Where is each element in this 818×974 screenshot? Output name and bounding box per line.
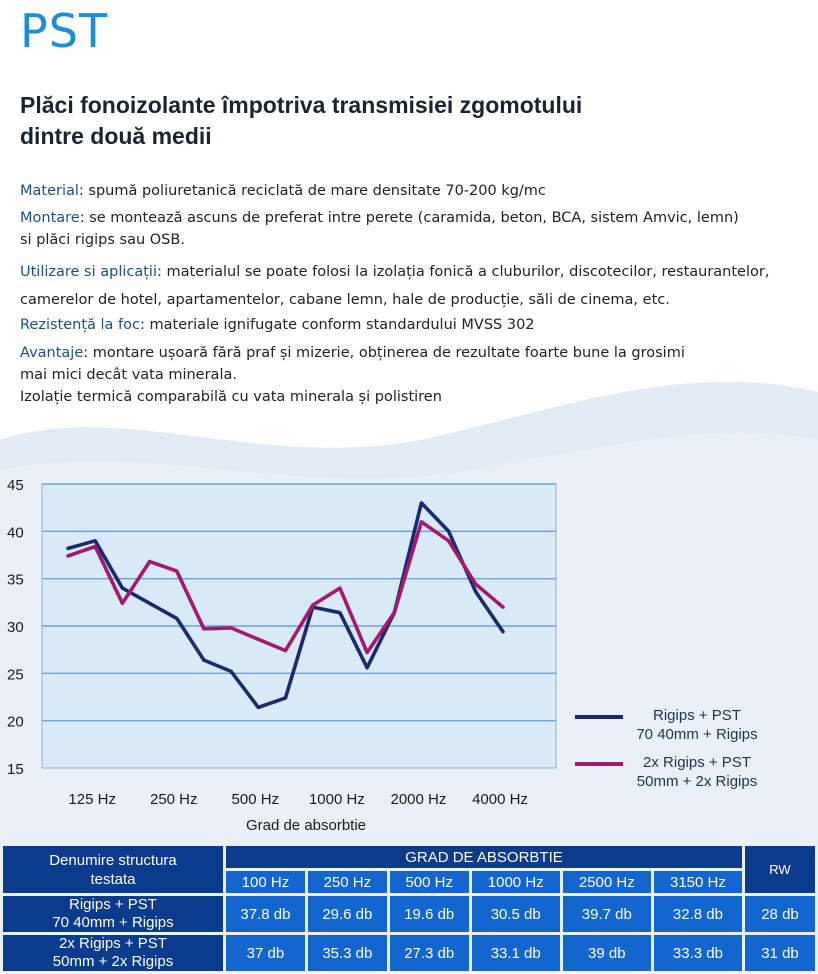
absorption-line-chart: 15 20 25 30 35 40 45 125 Hz 250 Hz 500 Hz 1000 Hz 2… (7, 477, 557, 834)
table-header-group: GRAD DE ABSORBTIE (226, 846, 742, 868)
x-tick-label: 500 Hz (232, 791, 280, 808)
y-tick-label: 15 (7, 761, 24, 778)
table-row: 2x Rigips + PST 50mm + 2x Rigips 37 db 35… (3, 935, 815, 971)
table-cell: 37.8 db (226, 896, 305, 932)
legend-swatch (575, 762, 623, 766)
spec-label: Montare (20, 210, 80, 226)
table-cell: 37 db (226, 935, 305, 971)
table-header-freq: 250 Hz (307, 871, 387, 893)
table-cell: 39.7 db (562, 896, 651, 932)
legend-label: 70 40mm + Rigips (636, 726, 758, 743)
spec-label: Utilizare si aplicații (20, 264, 157, 280)
legend-item-series-2: 2x Rigips + PST 50mm + 2x Rigips (575, 753, 767, 791)
y-tick-label: 20 (7, 714, 24, 731)
page-title: Plăci fonoizolante împotriva transmisiei… (20, 90, 780, 152)
table-row: Rigips + PST 70 40mm + Rigips 37.8 db 29.… (3, 896, 815, 932)
x-tick-label: 250 Hz (150, 791, 198, 808)
table-cell: 29.6 db (307, 896, 387, 932)
table-row-name: Rigips + PST 70 40mm + Rigips (3, 896, 223, 932)
spec-label: Avantaje (20, 345, 84, 361)
table-header-structure: Denumire structura testata (3, 846, 223, 893)
spec-value: Izolație termică comparabilă cu vata min… (20, 389, 442, 405)
legend-swatch (575, 715, 623, 719)
spec-montare: Montare: se montează ascuns de preferat … (20, 207, 810, 251)
y-tick-label: 30 (7, 619, 24, 636)
spec-value: mai mici decât vata minerala. (20, 367, 237, 383)
spec-value: : se montează ascuns de preferat intre p… (79, 210, 739, 226)
y-tick-label: 35 (7, 572, 24, 589)
legend-label: 50mm + 2x Rigips (636, 773, 758, 790)
spec-material: Material: spumă poliuretanică reciclată … (20, 180, 810, 202)
table-cell: 19.6 db (389, 896, 469, 932)
spec-value: : montare ușoară fără praf și mizerie, o… (83, 345, 685, 361)
spec-value: si plăci rigips sau OSB. (20, 232, 185, 248)
spec-label: Material (20, 183, 79, 199)
x-axis-label: Grad de absorbtie (246, 817, 366, 834)
x-tick-label: 4000 Hz (472, 791, 528, 808)
table-cell: 27.3 db (389, 935, 469, 971)
table-header-freq: 500 Hz (389, 871, 469, 893)
absorption-table: Denumire structura testata GRAD DE ABSORB… (0, 843, 818, 974)
x-tick-label: 1000 Hz (309, 791, 365, 808)
table-cell: 39 db (562, 935, 651, 971)
legend-item-series-1: Rigips + PST 70 40mm + Rigips (575, 706, 767, 744)
spec-value: : materialul se poate folosi la izolația… (157, 264, 770, 280)
y-tick-label: 40 (7, 524, 24, 541)
title-line-2: dintre două medii (20, 123, 212, 149)
spec-foc: Rezistență la foc: materiale ignifugate … (20, 314, 810, 336)
x-tick-label: 125 Hz (68, 791, 116, 808)
spec-avantaje: Avantaje: montare ușoară fără praf și mi… (20, 342, 810, 408)
table-cell: 32.8 db (653, 896, 742, 932)
legend-label: 2x Rigips + PST (643, 754, 751, 771)
x-tick-label: 2000 Hz (391, 791, 447, 808)
table-header-freq: 100 Hz (226, 871, 305, 893)
spec-value: : materiale ignifugate conform standardu… (140, 317, 535, 333)
table-row-name: 2x Rigips + PST 50mm + 2x Rigips (3, 935, 223, 971)
title-line-1: Plăci fonoizolante împotriva transmisiei… (20, 92, 583, 118)
table-cell-rw: 28 db (745, 896, 815, 932)
table-cell: 33.1 db (471, 935, 560, 971)
series-line-2 (66, 520, 505, 655)
table-cell-rw: 31 db (745, 935, 815, 971)
table-header-freq: 2500 Hz (562, 871, 651, 893)
table-header-rw: RW (745, 846, 815, 893)
table-header-freq: 3150 Hz (653, 871, 742, 893)
spec-value: : spumă poliuretanică reciclată de mare … (78, 183, 546, 199)
spec-label: Rezistență la foc (20, 317, 140, 333)
y-tick-label: 25 (7, 666, 24, 683)
series-line-1 (66, 501, 505, 710)
table-header-freq: 1000 Hz (471, 871, 560, 893)
spec-utilizare: Utilizare si aplicații: materialul se po… (20, 258, 810, 314)
table-cell: 35.3 db (307, 935, 387, 971)
y-tick-label: 45 (7, 477, 24, 494)
legend-label: Rigips + PST (653, 707, 741, 724)
table-cell: 30.5 db (471, 896, 560, 932)
spec-value: camerelor de hotel, apartamentelor, caba… (20, 292, 670, 308)
brand-logo: PST (20, 4, 109, 58)
table-cell: 33.3 db (653, 935, 742, 971)
